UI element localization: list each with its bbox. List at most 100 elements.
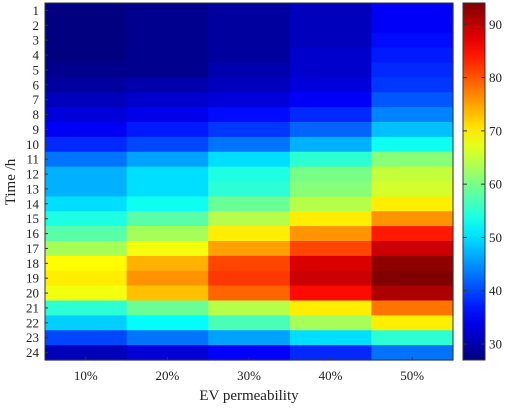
y-tick-label: 24 xyxy=(26,345,40,360)
heatmap-cell xyxy=(289,345,372,361)
heatmap-cell xyxy=(126,196,209,212)
heatmap-cell xyxy=(126,77,209,93)
heatmap-cell xyxy=(208,136,291,153)
heatmap-cell xyxy=(45,62,128,78)
heatmap-cell xyxy=(45,270,128,287)
heatmap-cell xyxy=(45,285,128,302)
heatmap-cell xyxy=(45,345,128,361)
heatmap-cell xyxy=(45,330,128,346)
heatmap-cell xyxy=(45,300,128,316)
heatmap-cell xyxy=(371,77,454,93)
heatmap-cell xyxy=(371,136,454,153)
heatmap-cell xyxy=(371,166,454,183)
heatmap-cell xyxy=(289,136,372,153)
heatmap-cell xyxy=(289,151,372,168)
heatmap-cell xyxy=(208,166,291,183)
heatmap-cell xyxy=(45,77,128,93)
heatmap-cell xyxy=(208,285,291,302)
heatmap-cell xyxy=(45,136,128,153)
heatmap-cell xyxy=(45,196,128,212)
y-tick-label: 15 xyxy=(26,211,39,226)
heatmap-cell xyxy=(45,3,128,19)
heatmap-cell xyxy=(208,300,291,316)
heatmap-cell xyxy=(371,211,454,227)
heatmap-cell xyxy=(208,3,291,19)
heatmap-cell xyxy=(208,62,291,78)
heatmap-cell xyxy=(208,181,291,197)
heatmap-cell xyxy=(371,315,454,331)
heatmap-cell xyxy=(126,166,209,183)
y-tick-label: 20 xyxy=(26,286,39,301)
heatmap-cell xyxy=(289,285,372,302)
heatmap-cell xyxy=(126,47,209,64)
heatmap-cell xyxy=(126,151,209,168)
heatmap-cell xyxy=(371,62,454,78)
heatmap-cell xyxy=(371,181,454,197)
heatmap-cell xyxy=(126,241,209,257)
heatmap-cell xyxy=(126,136,209,153)
heatmap-cell xyxy=(45,211,128,227)
colorbar-tick-label: 50 xyxy=(489,230,502,245)
heatmap-cell xyxy=(371,241,454,257)
y-tick-label: 9 xyxy=(33,122,40,137)
y-tick-label: 2 xyxy=(33,18,40,33)
y-tick-label: 1 xyxy=(33,3,40,18)
heatmap-cell xyxy=(208,122,291,138)
heatmap-cell xyxy=(45,255,128,272)
heatmap-cell xyxy=(45,181,128,197)
heatmap-cell xyxy=(371,300,454,316)
heatmap-cell xyxy=(289,300,372,316)
heatmap-cell xyxy=(371,226,454,242)
heatmap-cell xyxy=(289,32,372,49)
colorbar-tick-label: 90 xyxy=(489,17,502,32)
y-tick-label: 21 xyxy=(26,300,39,315)
y-tick-label: 5 xyxy=(33,62,40,77)
heatmap-cell xyxy=(371,330,454,346)
y-tick-label: 19 xyxy=(26,271,39,286)
heatmap-cell xyxy=(289,92,372,108)
heatmap-cell xyxy=(208,32,291,49)
heatmap-cell xyxy=(289,270,372,287)
heatmap-cell xyxy=(126,315,209,331)
heatmap-cell xyxy=(371,151,454,168)
y-tick-label: 23 xyxy=(26,330,39,345)
heatmap-cell xyxy=(126,107,209,123)
heatmap-cell xyxy=(208,92,291,108)
heatmap-cell xyxy=(126,211,209,227)
heatmap-cell xyxy=(126,330,209,346)
y-tick-label: 4 xyxy=(33,48,40,63)
heatmap-cell xyxy=(371,270,454,287)
heatmap-cell xyxy=(45,151,128,168)
heatmap-cell xyxy=(126,285,209,302)
y-tick-label: 13 xyxy=(26,181,39,196)
heatmap-cell xyxy=(208,241,291,257)
y-tick-label: 6 xyxy=(33,77,40,92)
heatmap-cell xyxy=(208,17,291,34)
heatmap-cell xyxy=(126,255,209,272)
heatmap-cell xyxy=(208,211,291,227)
heatmap-cell xyxy=(208,77,291,93)
heatmap-cell xyxy=(45,32,128,49)
heatmap-cell xyxy=(371,92,454,108)
heatmap-cell xyxy=(289,241,372,257)
heatmap-cell xyxy=(289,107,372,123)
heatmap-cell xyxy=(45,241,128,257)
colorbar-tick-label: 70 xyxy=(489,123,502,138)
heatmap-cell xyxy=(371,122,454,138)
heatmap-cell xyxy=(371,345,454,361)
colorbar-tick-label: 80 xyxy=(489,70,502,85)
heatmap-cell xyxy=(45,92,128,108)
heatmap-cell xyxy=(45,17,128,34)
heatmap-cell xyxy=(45,315,128,331)
colorbar xyxy=(462,2,486,361)
heatmap-cell xyxy=(289,255,372,272)
heatmap-cell xyxy=(289,181,372,197)
y-tick-label: 14 xyxy=(26,196,40,211)
heatmap-cell xyxy=(208,196,291,212)
heatmap-cell xyxy=(289,47,372,64)
colorbar-tick-label: 60 xyxy=(489,177,502,192)
heatmap-cell xyxy=(371,32,454,49)
heatmap-cell xyxy=(126,226,209,242)
